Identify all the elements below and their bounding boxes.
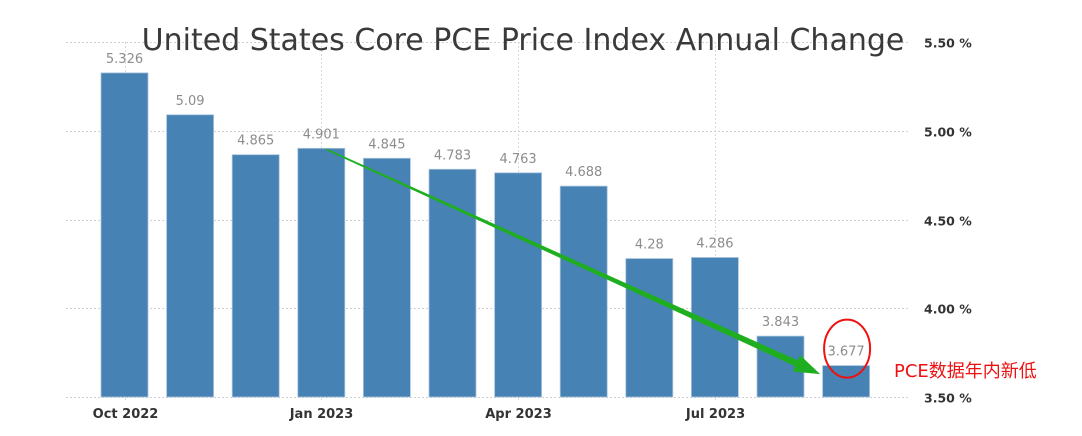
x-tick-label: Oct 2022 bbox=[93, 407, 159, 422]
x-tick-label: Apr 2023 bbox=[485, 407, 552, 422]
bar-value-label: 3.843 bbox=[762, 315, 799, 330]
bar-value-label: 5.09 bbox=[176, 94, 205, 109]
bar bbox=[231, 154, 280, 398]
bar-value-label: 3.677 bbox=[827, 345, 864, 360]
y-tick-label: 4.50 % bbox=[924, 214, 972, 229]
bar-value-label: 4.845 bbox=[368, 137, 405, 152]
y-axis: 5.50 % 5.00 % 4.50 % 4.00 % 3.50 % bbox=[924, 36, 972, 406]
chart-title: United States Core PCE Price Index Annua… bbox=[142, 23, 905, 58]
bar bbox=[297, 147, 346, 398]
x-tick-label: Jan 2023 bbox=[289, 407, 354, 422]
bar bbox=[428, 168, 477, 398]
y-tick-label: 4.00 % bbox=[924, 302, 972, 317]
trend-arrow bbox=[326, 148, 821, 375]
annotation-note: PCE数据年内新低 bbox=[894, 361, 1037, 382]
bar-value-label: 4.865 bbox=[237, 134, 274, 149]
bar bbox=[166, 114, 215, 398]
y-tick-label: 5.50 % bbox=[924, 36, 972, 51]
y-tick-label: 5.00 % bbox=[924, 125, 972, 140]
bar-value-label: 4.286 bbox=[696, 236, 733, 251]
value-labels: 5.326 5.09 4.865 4.901 4.845 4.783 4.763 4.688 4… bbox=[106, 52, 865, 360]
bar bbox=[494, 172, 543, 398]
bar-value-label: 5.326 bbox=[106, 52, 143, 67]
annotations bbox=[326, 148, 872, 379]
bar bbox=[559, 185, 608, 398]
highlight-circle bbox=[823, 318, 872, 379]
bar bbox=[100, 72, 149, 398]
bar-value-label: 4.901 bbox=[303, 127, 340, 142]
bar bbox=[362, 157, 411, 398]
y-tick-label: 3.50 % bbox=[924, 391, 972, 406]
bar bbox=[625, 258, 674, 398]
bars bbox=[100, 72, 870, 398]
bar-value-label: 4.763 bbox=[499, 152, 536, 167]
bar-value-label: 4.28 bbox=[635, 238, 664, 253]
bar-value-label: 4.783 bbox=[434, 148, 471, 163]
x-axis: Oct 2022 Jan 2023 Apr 2023 Jul 2023 bbox=[93, 407, 745, 422]
bar-value-label: 4.688 bbox=[565, 165, 602, 180]
x-tick-label: Jul 2023 bbox=[685, 407, 745, 422]
